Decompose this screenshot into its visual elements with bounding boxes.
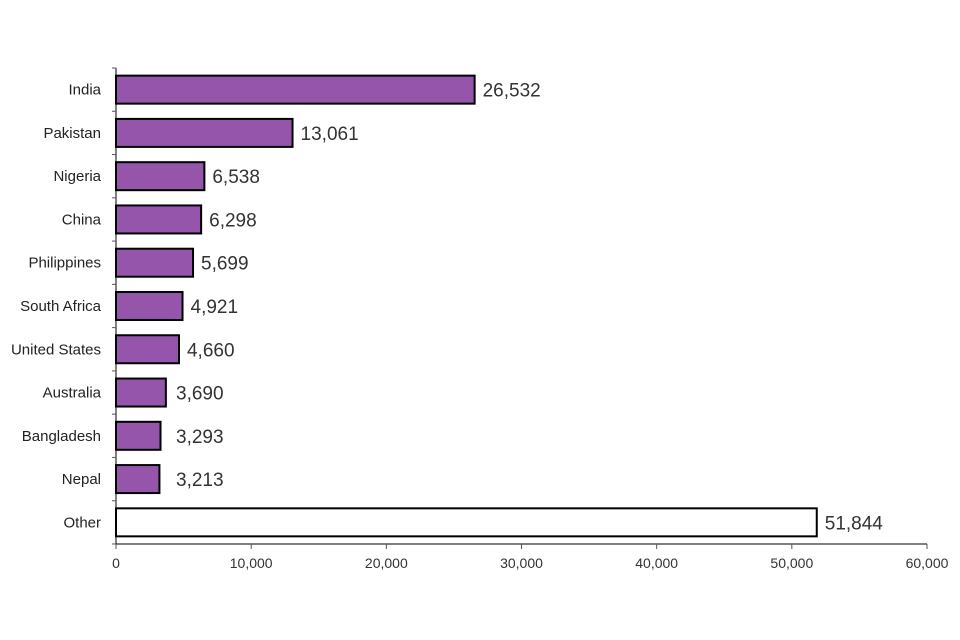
bar-united-states (115, 334, 180, 365)
bar-south-africa (115, 290, 184, 321)
category-label: Pakistan (43, 125, 101, 142)
bar-india (115, 74, 476, 105)
bar-philippines (115, 247, 195, 278)
x-tick-label: 40,000 (635, 555, 678, 571)
value-label: 51,844 (825, 513, 884, 534)
value-label: 4,921 (191, 297, 239, 318)
value-labels-group: 26,532 13,061 6,538 6,298 5,699 4,921 4,660 3,6… (176, 81, 883, 535)
bar-bangladesh (115, 420, 162, 451)
category-label: South Africa (20, 298, 102, 315)
category-label: Other (63, 514, 101, 531)
category-label: China (62, 211, 102, 228)
bar-pakistan (115, 117, 294, 148)
category-label: Nepal (62, 471, 101, 488)
category-label: Nigeria (53, 168, 101, 185)
value-label: 3,213 (176, 470, 224, 491)
category-label: Philippines (28, 255, 101, 272)
bars-group (115, 74, 818, 538)
bar-australia (115, 377, 167, 408)
bar-other (115, 507, 818, 538)
bar-nigeria (115, 161, 206, 192)
value-label: 3,690 (176, 384, 224, 405)
x-tick-label: 10,000 (230, 555, 273, 571)
x-tick-label: 60,000 (906, 555, 949, 571)
x-tick-label: 50,000 (770, 555, 813, 571)
category-label: Australia (43, 385, 102, 402)
x-tick-label: 0 (112, 555, 120, 571)
value-label: 6,538 (212, 167, 260, 188)
category-label: India (68, 82, 101, 99)
category-labels-group: India Pakistan Nigeria China Philippines Sout… (11, 82, 102, 532)
value-label: 13,061 (301, 124, 359, 145)
category-label: Bangladesh (22, 428, 101, 445)
value-label: 3,293 (176, 427, 224, 448)
value-label: 6,298 (209, 210, 257, 231)
bar-china (115, 204, 203, 235)
x-tick-labels-group: 0 10,000 20,000 30,000 40,000 50,000 60,000 (112, 555, 949, 571)
x-tick-label: 30,000 (500, 555, 543, 571)
value-label: 26,532 (483, 81, 541, 102)
value-label: 4,660 (187, 340, 235, 361)
x-tick-label: 20,000 (365, 555, 408, 571)
axes-group (112, 67, 928, 549)
value-label: 5,699 (201, 254, 249, 275)
category-label: United States (11, 341, 101, 358)
bar-nepal (115, 464, 161, 495)
